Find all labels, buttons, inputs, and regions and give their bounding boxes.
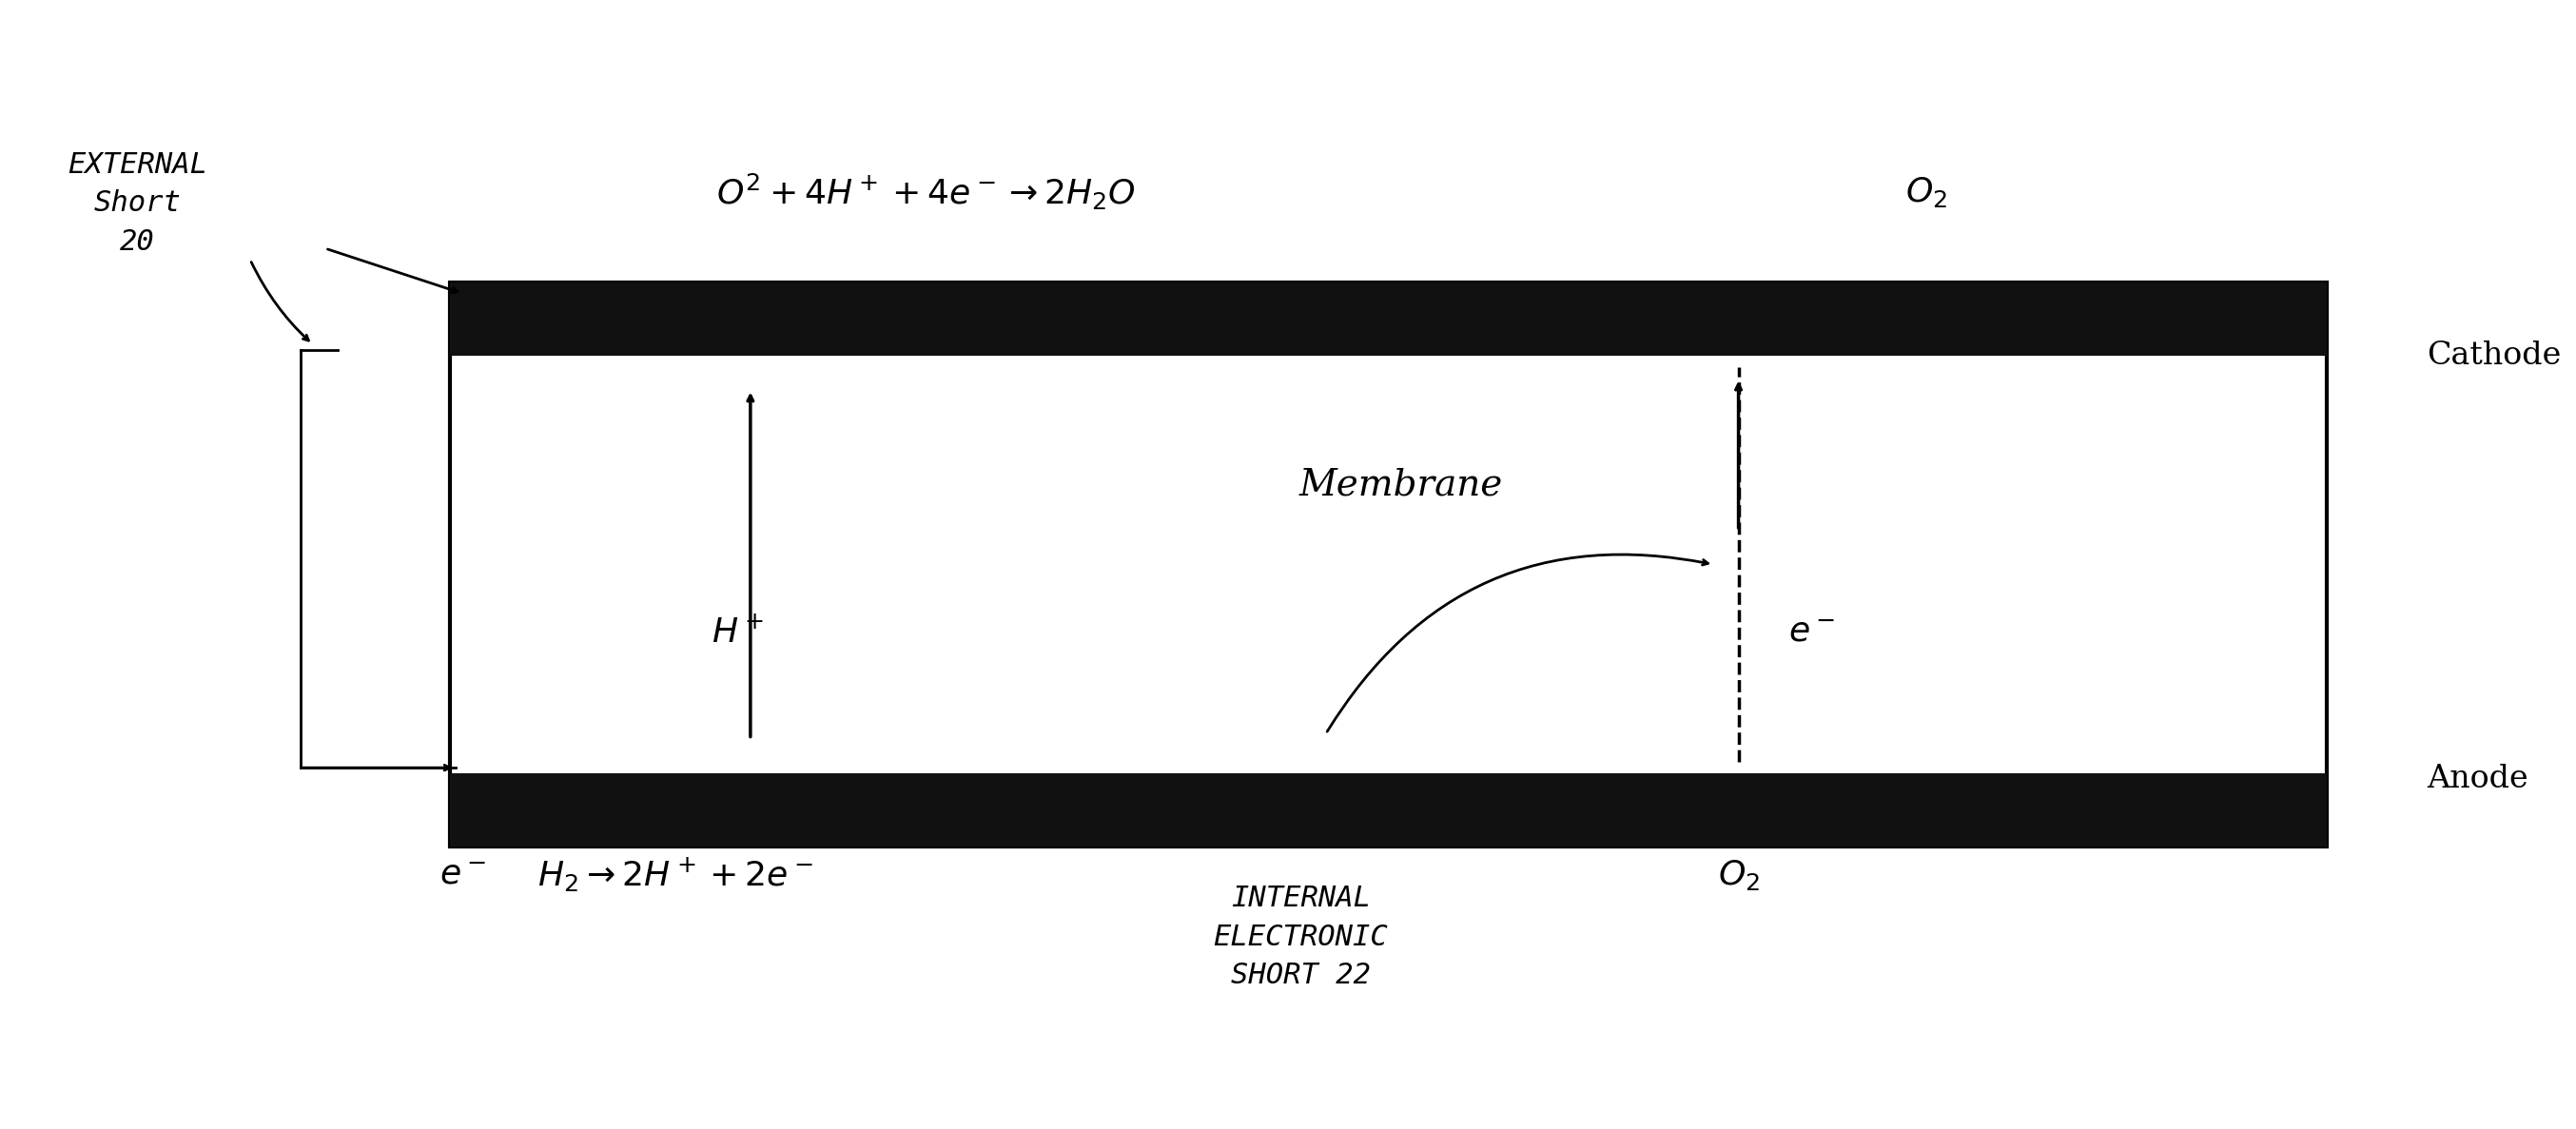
Text: $O_2$: $O_2$: [1906, 175, 1947, 209]
Text: Anode: Anode: [2427, 764, 2527, 794]
Text: $O^2+4H^++4e^-\rightarrow 2H_2O$: $O^2+4H^++4e^-\rightarrow 2H_2O$: [716, 172, 1136, 212]
Bar: [451, 282, 2326, 847]
Text: $H^+$: $H^+$: [711, 615, 765, 649]
Text: INTERNAL
ELECTRONIC
SHORT 22: INTERNAL ELECTRONIC SHORT 22: [1213, 885, 1388, 989]
Text: Cathode: Cathode: [2427, 341, 2561, 370]
Text: Membrane: Membrane: [1298, 467, 1502, 504]
Text: $e^-$: $e^-$: [440, 859, 487, 891]
Bar: [451, 282, 2326, 356]
Text: $H_2\rightarrow 2H^++2e^-$: $H_2\rightarrow 2H^++2e^-$: [538, 856, 814, 894]
Text: $O_2$: $O_2$: [1718, 858, 1759, 892]
Text: EXTERNAL
Short
20: EXTERNAL Short 20: [67, 151, 209, 255]
Text: $e^-$: $e^-$: [1788, 616, 1834, 648]
Bar: [451, 773, 2326, 847]
